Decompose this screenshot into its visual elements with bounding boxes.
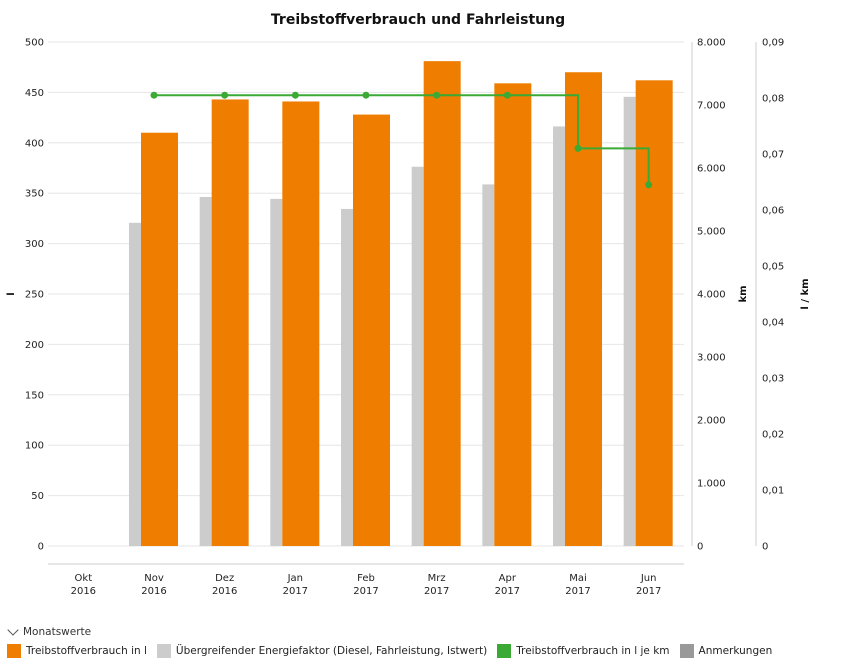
point-fuel-per-km [291,91,299,99]
point-fuel-per-km [503,91,511,99]
legend-items: Treibstoffverbrauch in l Übergreifender … [7,644,782,658]
y-tick-left: 500 [25,38,44,49]
y-tick-km: 7.000 [697,101,726,112]
legend: Monatswerte Treibstoffverbrauch in l Übe… [0,624,846,672]
y-tick-left: 100 [25,441,44,452]
x-tick-year: 2016 [141,586,166,597]
x-tick-year: 2017 [283,586,308,597]
y-tick-left: 0 [38,542,44,553]
bar-energy-factor [341,208,353,546]
x-tick-year: 2016 [212,586,237,597]
x-tick-year: 2017 [565,586,590,597]
y-tick-l-per-km: 0 [762,542,768,553]
x-tick-month: Feb [357,573,375,584]
y-tick-km: 4.000 [697,290,726,301]
y-tick-left: 250 [25,290,44,301]
y-tick-left: 450 [25,88,44,99]
x-tick-month: Mrz [428,573,446,584]
legend-swatch [497,644,512,658]
point-fuel-per-km [645,181,653,189]
x-tick-month: Jun [640,573,657,584]
chevron-down-icon [7,624,19,636]
legend-item-fuel-per-km[interactable]: Treibstoffverbrauch in l je km [497,644,670,658]
y-tick-l-per-km: 0,06 [762,206,784,217]
y-tick-left: 150 [25,390,44,401]
y-axis-label-left: l [6,292,17,295]
y-tick-l-per-km: 0,07 [762,150,784,161]
legend-item-label: Anmerkungen [698,645,773,657]
y-axis-label-l-per-km: l / km [800,278,811,309]
x-tick-month: Apr [499,573,517,584]
point-fuel-per-km [150,91,158,99]
y-axis-label-km: km [738,285,749,302]
legend-item-fuel-liters[interactable]: Treibstoffverbrauch in l [7,644,147,658]
x-tick-month: Dez [215,573,234,584]
bar-energy-factor [553,126,565,547]
legend-toggle[interactable]: Monatswerte [7,624,92,638]
y-tick-left: 350 [25,189,44,200]
bar-fuel-liters [565,72,602,547]
y-tick-l-per-km: 0,01 [762,486,784,497]
bar-energy-factor [270,198,283,546]
bar-fuel-liters [353,114,390,547]
legend-swatch [7,644,21,658]
y-tick-left: 400 [25,138,44,149]
legend-header-label: Monatswerte [23,626,92,638]
legend-item-label: Treibstoffverbrauch in l je km [516,645,670,657]
x-tick-month: Nov [144,573,164,584]
x-tick-year: 2017 [636,586,661,597]
y-tick-km: 2.000 [697,416,726,427]
x-tick-month: Okt [75,573,93,584]
point-fuel-per-km [221,91,229,99]
y-tick-km: 6.000 [697,164,726,175]
y-tick-l-per-km: 0,02 [762,430,784,441]
line-fuel-per-km [154,94,650,185]
x-tick-year: 2017 [424,586,449,597]
y-tick-km: 0 [697,542,703,553]
y-tick-left: 300 [25,239,44,250]
legend-item-label: Treibstoffverbrauch in l [26,645,147,657]
legend-swatch [679,644,694,658]
y-tick-left: 200 [25,340,44,351]
y-tick-l-per-km: 0,09 [762,38,784,49]
x-tick-year: 2017 [495,586,520,597]
tick-labels: 0 50 100 150 200 250 300 350 400 450 500 0 1.000 2.00… [25,38,784,598]
bar-energy-factor [129,222,141,546]
legend-swatch [156,644,171,658]
bar-fuel-liters [211,99,249,547]
x-tick-month: Jan [287,573,303,584]
bar-energy-factor [199,196,212,547]
bars [129,61,673,547]
bar-energy-factor [623,96,636,546]
bar-fuel-liters [423,61,461,546]
legend-item-label: Übergreifender Energiefaktor (Diesel, Fa… [175,645,488,657]
chart: Treibstoffverbrauch und Fahrleistung 0 50… [6,12,811,598]
point-fuel-per-km [433,91,441,99]
bar-fuel-liters [282,101,320,547]
point-fuel-per-km [362,91,370,99]
point-fuel-per-km [574,144,582,152]
y-tick-km: 5.000 [697,227,726,238]
x-tick-year: 2017 [353,586,378,597]
y-tick-km: 1.000 [697,479,726,490]
bar-fuel-liters [635,80,673,546]
y-tick-l-per-km: 0,05 [762,262,784,273]
y-tick-l-per-km: 0,08 [762,94,784,105]
y-tick-left: 50 [31,491,44,502]
y-tick-l-per-km: 0,04 [762,318,784,329]
y-tick-km: 8.000 [697,38,726,49]
bar-fuel-liters [494,83,532,546]
bar-energy-factor [482,184,495,546]
legend-item-notes[interactable]: Anmerkungen [679,644,773,658]
bar-energy-factor [411,166,424,547]
bar-fuel-liters [141,132,178,546]
x-tick-year: 2016 [71,586,96,597]
x-tick-month: Mai [569,573,587,584]
legend-item-energy-factor[interactable]: Übergreifender Energiefaktor (Diesel, Fa… [156,644,488,658]
line-series [150,91,653,189]
y-tick-km: 3.000 [697,353,726,364]
axes [48,42,757,565]
y-tick-l-per-km: 0,03 [762,374,784,385]
chart-title: Treibstoffverbrauch und Fahrleistung [271,12,565,28]
